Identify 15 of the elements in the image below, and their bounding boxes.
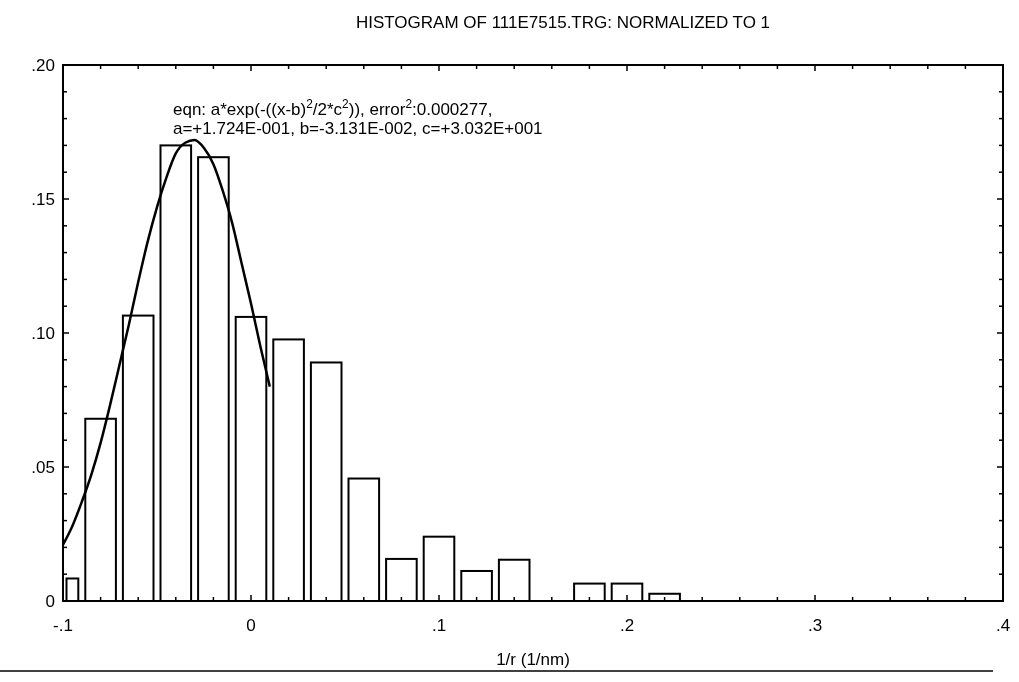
y-tick-label: .10	[31, 324, 55, 343]
y-tick-label: .05	[31, 458, 55, 477]
x-tick-label: .2	[619, 616, 635, 635]
y-tick-label: .20	[31, 56, 55, 75]
x-tick-label: .4	[995, 616, 1011, 635]
x-tick-label: .1	[431, 616, 447, 635]
x-tick-label: .3	[807, 616, 823, 635]
y-tick-label: .15	[31, 190, 55, 209]
annotation: eqn: a*exp(-((x-b)$^{2}$/2*c$^{2}$)), error$^{2}$:0.000277,	[172, 97, 493, 119]
annotation: a=+1.724E-001, b=-3.131E-002, c=+3.032E+001	[172, 119, 543, 138]
x-tick-label: -.1	[53, 616, 73, 635]
x-tick-label: 0	[246, 616, 256, 635]
chart-title: HISTOGRAM OF 111E7515.TRG: NORMALIZED TO 1	[355, 13, 771, 32]
y-tick-label: 0	[45, 592, 55, 611]
x-axis-title: 1/r (1/nm)	[496, 650, 570, 669]
